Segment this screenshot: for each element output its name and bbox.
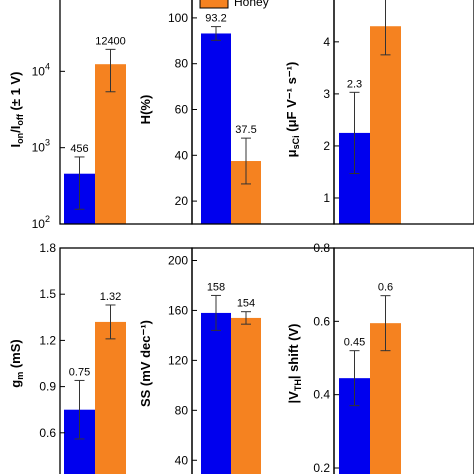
data-label-2-2: 37.5 bbox=[235, 124, 256, 136]
ytick-label-1-1: 102 bbox=[32, 214, 50, 231]
data-label-4-2: 1.32 bbox=[100, 291, 121, 303]
data-label-2-1: 93.2 bbox=[205, 13, 226, 25]
ytick-label-5-1: 40 bbox=[175, 453, 189, 467]
ylabel-6: |VTH​| shift (V) bbox=[286, 324, 303, 404]
ylabel-2: H(%) bbox=[138, 95, 153, 125]
ytick-label-6-3: 0.6 bbox=[313, 314, 330, 328]
ytick-label-4-3: 0.9 bbox=[39, 380, 56, 394]
panel-6: 0.45 0.6 0.2 0.4 0.6 0.8 |VTH​| shift (V) bbox=[286, 241, 474, 474]
bar-5-1 bbox=[201, 312, 231, 474]
data-label-6-1: 0.45 bbox=[344, 337, 365, 349]
ytick-label-4-2: 0.6 bbox=[39, 426, 56, 440]
ytick-label-2-2: 40 bbox=[175, 148, 189, 162]
ytick-label-2-1: 20 bbox=[175, 194, 189, 208]
frame-6 bbox=[333, 247, 474, 474]
panel-1: 456 12400 102 103 104 Ion​/Ioff​ (± 1 V) bbox=[8, 0, 193, 231]
ytick-label-6-2: 0.4 bbox=[313, 388, 330, 402]
ytick-label-2-5: 100 bbox=[168, 11, 188, 25]
data-label-3-1: 2.3 bbox=[347, 78, 362, 90]
ytick-label-3-1: 1 bbox=[323, 191, 330, 205]
ytick-label-2-3: 60 bbox=[175, 103, 189, 117]
ytick-label-6-4: 0.8 bbox=[313, 241, 330, 255]
ytick-label-5-2: 80 bbox=[175, 403, 189, 417]
ytick-label-1-3: 104 bbox=[32, 61, 50, 78]
ytick-label-5-3: 120 bbox=[168, 353, 188, 367]
bar-3-2 bbox=[370, 26, 401, 225]
ytick-label-3-2: 2 bbox=[323, 139, 330, 153]
ytick-label-4-4: 1.2 bbox=[39, 333, 56, 347]
data-label-6-2: 0.6 bbox=[378, 282, 393, 294]
legend-label-honey: Honey bbox=[234, 0, 269, 9]
data-label-5-1: 158 bbox=[207, 281, 225, 293]
ytick-label-4-5: 1.5 bbox=[39, 287, 56, 301]
panel-3: 2.3 1 2 3 4 μsC​i​ (μF V⁻¹ s⁻¹) bbox=[284, 0, 474, 225]
ytick-label-1-2: 103 bbox=[32, 138, 50, 155]
data-label-5-2: 154 bbox=[237, 298, 255, 310]
ytick-label-6-1: 0.2 bbox=[313, 461, 330, 474]
frame-3 bbox=[333, 0, 474, 225]
data-label-1-2: 12400 bbox=[95, 35, 126, 47]
bar-5-2 bbox=[231, 317, 261, 474]
ytick-label-5-4: 160 bbox=[168, 303, 188, 317]
ytick-label-3-3: 3 bbox=[323, 87, 330, 101]
panel-2: 93.2 37.5 20 40 60 80 100 H(%) bbox=[138, 0, 335, 225]
legend: Honey bbox=[199, 0, 269, 9]
ylabel-1: Ion​/Ioff​ (± 1 V) bbox=[8, 72, 25, 148]
ylabel-3: μsC​i​ (μF V⁻¹ s⁻¹) bbox=[284, 62, 301, 158]
ytick-label-5-5: 200 bbox=[168, 253, 188, 267]
data-label-1-1: 456 bbox=[70, 143, 88, 155]
panel-4: 0.75 1.32 0.3 0.6 0.9 1.2 1.5 1.8 gm​ (mS) bbox=[8, 241, 193, 474]
ytick-label-4-6: 1.8 bbox=[39, 241, 56, 255]
panel-5: 158 154 40 80 120 160 200 SS (mV dec⁻¹) bbox=[138, 247, 335, 474]
legend-swatch-honey bbox=[199, 0, 229, 9]
ytick-label-2-4: 80 bbox=[175, 57, 189, 71]
bar-2-1 bbox=[201, 33, 231, 224]
ylabel-4: gm​ (mS) bbox=[8, 339, 25, 387]
ytick-label-4-1: 0.3 bbox=[39, 472, 56, 474]
ytick-label-3-4: 4 bbox=[323, 35, 330, 49]
ylabel-5: SS (mV dec⁻¹) bbox=[138, 320, 153, 407]
bar-4-2 bbox=[95, 321, 126, 474]
data-label-4-1: 0.75 bbox=[69, 366, 90, 378]
